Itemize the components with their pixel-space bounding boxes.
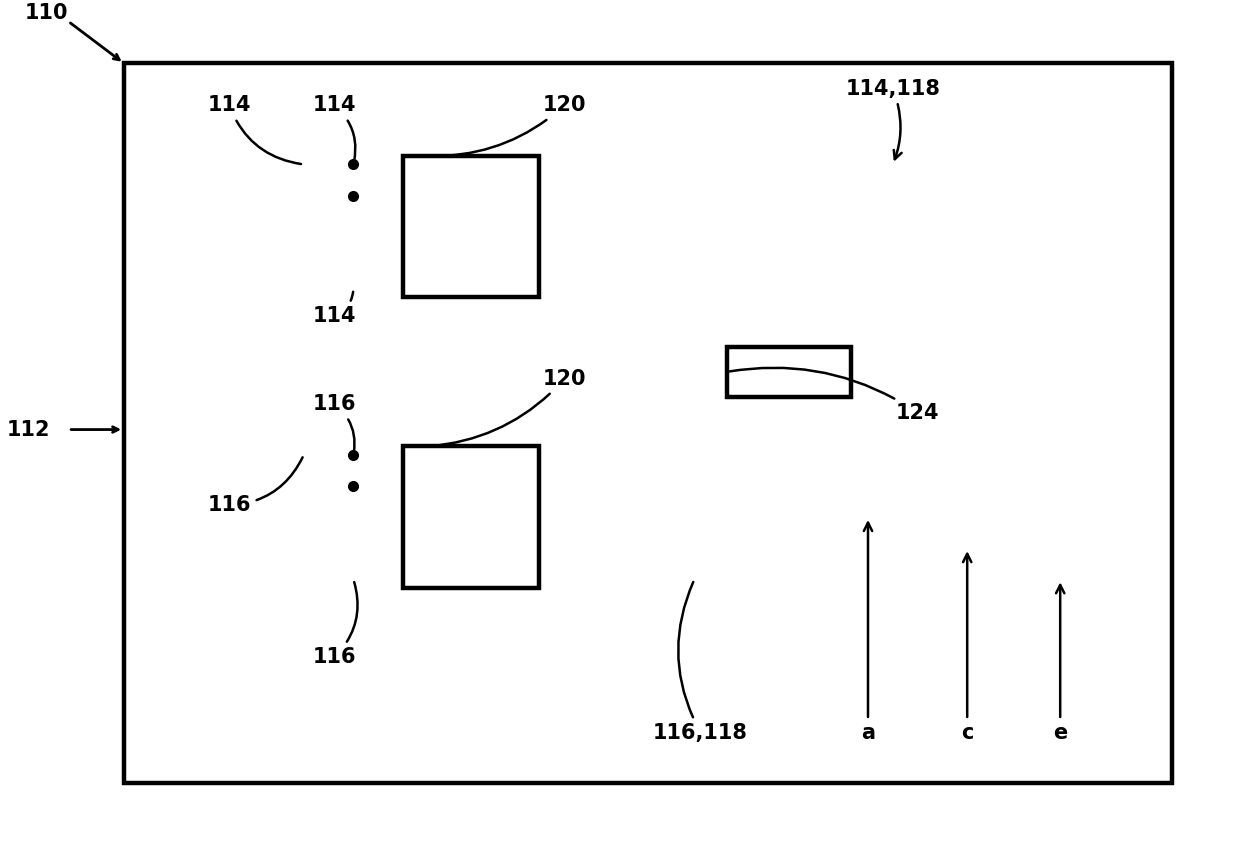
- Text: 114: 114: [312, 95, 357, 162]
- Text: 116,118: 116,118: [653, 582, 748, 743]
- Text: 116: 116: [312, 582, 357, 667]
- Text: c: c: [961, 554, 973, 743]
- Text: 116: 116: [207, 457, 303, 515]
- Text: 110: 110: [25, 3, 68, 23]
- Text: e: e: [1053, 585, 1068, 743]
- Text: 120: 120: [430, 369, 587, 446]
- Bar: [124, 63, 1172, 783]
- Bar: [403, 156, 539, 297]
- Text: 114,118: 114,118: [846, 78, 940, 159]
- Text: 120: 120: [430, 95, 587, 156]
- Text: 112: 112: [6, 419, 50, 440]
- Bar: [727, 347, 851, 397]
- Text: 124: 124: [729, 368, 940, 423]
- Bar: [403, 446, 539, 588]
- Text: a: a: [861, 523, 875, 743]
- Text: 116: 116: [312, 394, 357, 452]
- Text: 114: 114: [207, 95, 301, 164]
- Text: 114: 114: [312, 291, 357, 326]
